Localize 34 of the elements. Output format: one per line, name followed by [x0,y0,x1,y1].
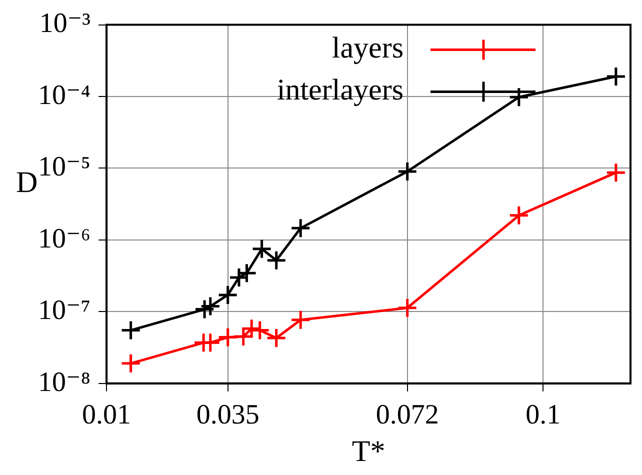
point [266,328,287,348]
point [252,238,272,260]
point [606,162,626,183]
point [200,296,221,317]
y-tick-label: 10⁻⁴ [38,80,91,111]
point [120,353,142,374]
y-tick-label: 10⁻⁸ [38,366,91,398]
point [266,250,287,271]
x-axis-title: T* [352,434,386,468]
point [397,298,418,318]
y-tick-label: 10⁻⁵ [38,152,91,183]
point [508,86,530,108]
point [233,326,254,347]
point [236,262,257,284]
legend-label: layers [332,32,404,65]
y-tick-label: 10⁻⁶ [38,223,91,254]
point [218,327,238,348]
point [606,66,626,87]
point [397,161,418,182]
y-tick-label: 10⁻³ [39,8,91,40]
x-tick-label: 0.035 [196,400,260,431]
point [290,218,311,238]
legend-label: interlayers [276,74,404,107]
y-tick-label: 10⁻⁷ [38,295,91,326]
point [508,205,530,226]
point [120,320,142,341]
point [194,299,215,320]
x-tick-label: 0.1 [526,400,561,431]
x-tick-label: 0.072 [376,400,439,431]
x-tick-label: 0.01 [82,400,132,431]
point [200,332,221,353]
y-axis-title: D [16,166,38,199]
point [218,284,238,306]
point [290,310,311,330]
